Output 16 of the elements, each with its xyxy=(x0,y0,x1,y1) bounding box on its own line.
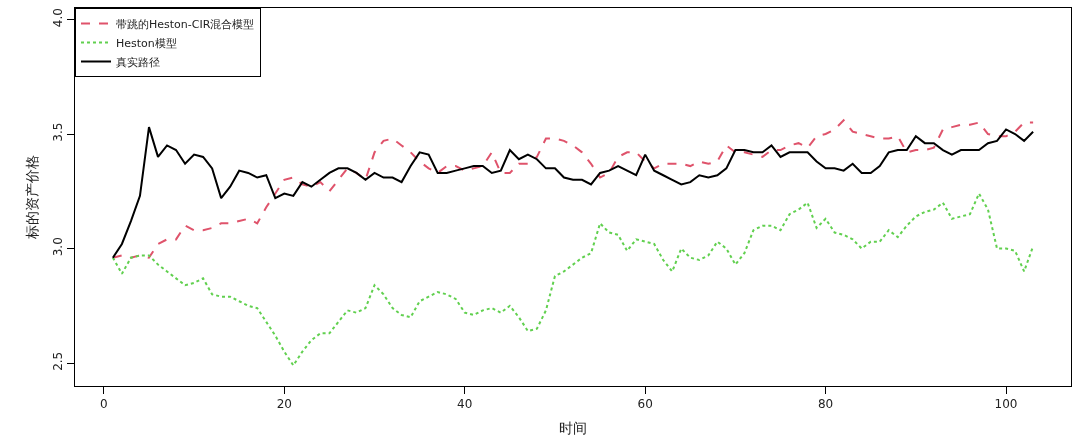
legend-label: 真实路径 xyxy=(116,55,160,69)
y-tick-label: 2.5 xyxy=(51,351,66,371)
x-tick-label: 0 xyxy=(100,397,108,412)
y-tick-label: 4.0 xyxy=(51,8,66,28)
x-axis-title: 时间 xyxy=(559,419,587,436)
x-tick-label: 80 xyxy=(817,397,834,412)
x-tick-label: 100 xyxy=(994,397,1018,412)
x-tick-label: 60 xyxy=(637,397,653,412)
y-tick-label: 3.0 xyxy=(51,237,66,257)
legend-label: 带跳的Heston-CIR混合模型 xyxy=(116,17,255,31)
y-axis-title: 标的资产价格 xyxy=(23,155,40,240)
legend-label: Heston模型 xyxy=(116,36,177,50)
x-tick-label: 40 xyxy=(457,397,473,412)
x-tick-label: 20 xyxy=(276,397,292,412)
y-tick-label: 3.5 xyxy=(51,122,66,142)
line-series xyxy=(111,192,1035,367)
